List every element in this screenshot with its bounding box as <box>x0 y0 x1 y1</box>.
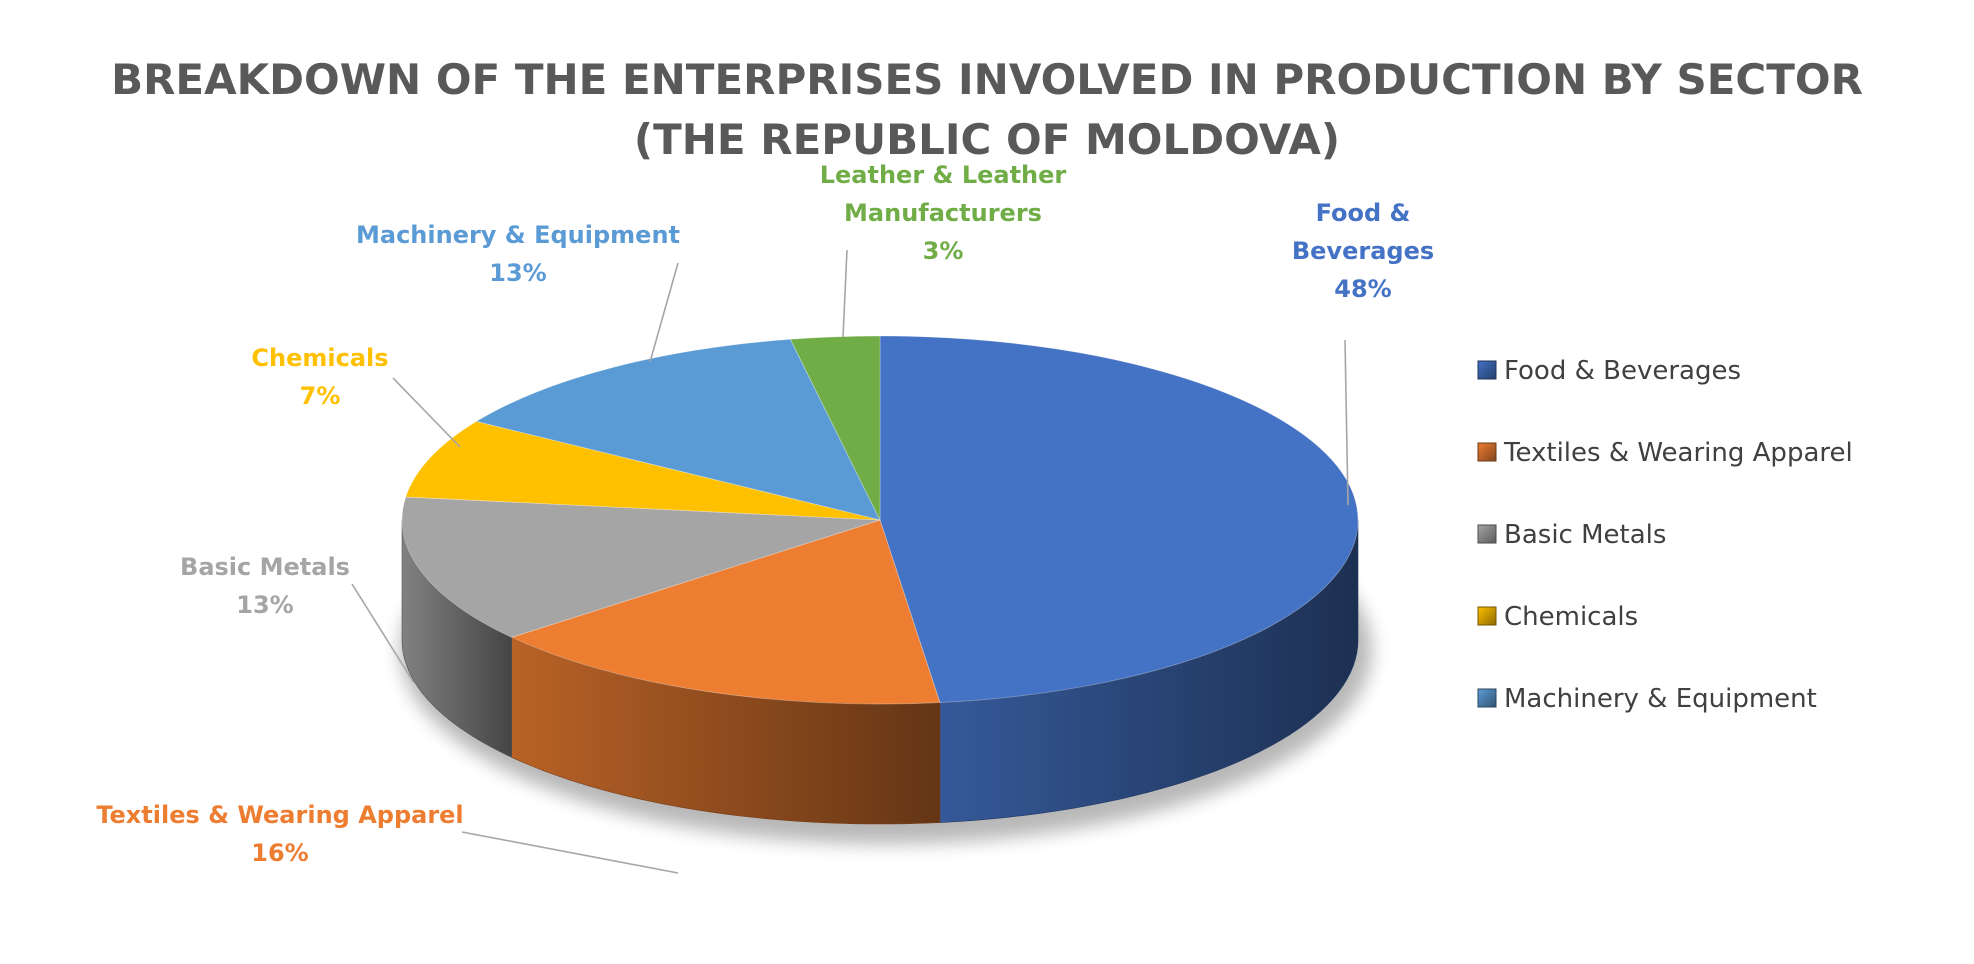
slice-food-and-beverages <box>879 335 1359 703</box>
chart-title: BREAKDOWN OF THE ENTERPRISES INVOLVED IN… <box>111 55 1863 104</box>
data-label-name-food-and-beverages: Food & <box>1316 199 1411 227</box>
data-label-value-basic-metals: 13% <box>236 591 293 619</box>
slice-textiles-and-wearing-apparel <box>510 519 941 705</box>
data-label-value-machinery-and-equipment: 13% <box>489 259 546 287</box>
data-label-name-machinery-and-equipment: Machinery & Equipment <box>356 221 680 249</box>
data-label-name-leather-and-leather-manufacturers: Leather & Leather <box>820 161 1067 189</box>
data-label-name-food-and-beverages: Beverages <box>1292 237 1434 265</box>
leader-line-textiles-and-wearing-apparel <box>461 831 679 874</box>
chart-subtitle: (THE REPUBLIC OF MOLDOVA) <box>634 115 1340 164</box>
legend-swatch-chemicals <box>1477 606 1497 626</box>
data-label-name-basic-metals: Basic Metals <box>180 553 350 581</box>
slice-chemicals <box>405 420 881 521</box>
data-label-value-textiles-and-wearing-apparel: 16% <box>251 839 308 867</box>
leader-line-leather-and-leather-manufacturers <box>842 249 848 338</box>
leader-line-basic-metals <box>351 583 415 684</box>
legend-swatch-food-and-beverages <box>1477 360 1497 380</box>
legend: Food & Beverages Textiles & Wearing Appar… <box>1477 356 1853 714</box>
chart-title-group: BREAKDOWN OF THE ENTERPRISES INVOLVED IN… <box>111 55 1863 164</box>
legend-label-chemicals: Chemicals <box>1504 602 1638 632</box>
legend-label-food-and-beverages: Food & Beverages <box>1504 356 1741 386</box>
data-label-name-leather-and-leather-manufacturers: Manufacturers <box>844 199 1042 227</box>
legend-label-basic-metals: Basic Metals <box>1504 520 1666 550</box>
data-label-name-chemicals: Chemicals <box>251 344 388 372</box>
legend-swatch-textiles-and-wearing-apparel <box>1477 442 1497 462</box>
data-labels: Food & Beverages 48% Textiles & Wearing App… <box>96 161 1434 867</box>
legend-swatch-basic-metals <box>1477 524 1497 544</box>
pie-sides <box>401 519 1359 825</box>
leader-line-chemicals <box>392 377 461 448</box>
data-label-value-chemicals: 7% <box>300 382 341 410</box>
pie-top <box>401 335 1359 705</box>
data-label-value-leather-and-leather-manufacturers: 3% <box>923 237 964 265</box>
slice-basic-metals <box>401 496 881 638</box>
slice-leather-and-leather-manufacturers <box>789 335 881 521</box>
data-label-name-textiles-and-wearing-apparel: Textiles & Wearing Apparel <box>96 801 463 829</box>
leader-line-food-and-beverages <box>1344 339 1349 506</box>
leader-line-machinery-and-equipment <box>649 262 679 363</box>
slice-machinery-and-equipment <box>475 338 881 521</box>
legend-swatch-machinery-and-equipment <box>1477 688 1497 708</box>
leader-lines <box>351 249 1349 874</box>
legend-label-machinery-and-equipment: Machinery & Equipment <box>1504 684 1817 714</box>
data-label-value-food-and-beverages: 48% <box>1334 275 1391 303</box>
legend-label-textiles-and-wearing-apparel: Textiles & Wearing Apparel <box>1503 438 1853 468</box>
